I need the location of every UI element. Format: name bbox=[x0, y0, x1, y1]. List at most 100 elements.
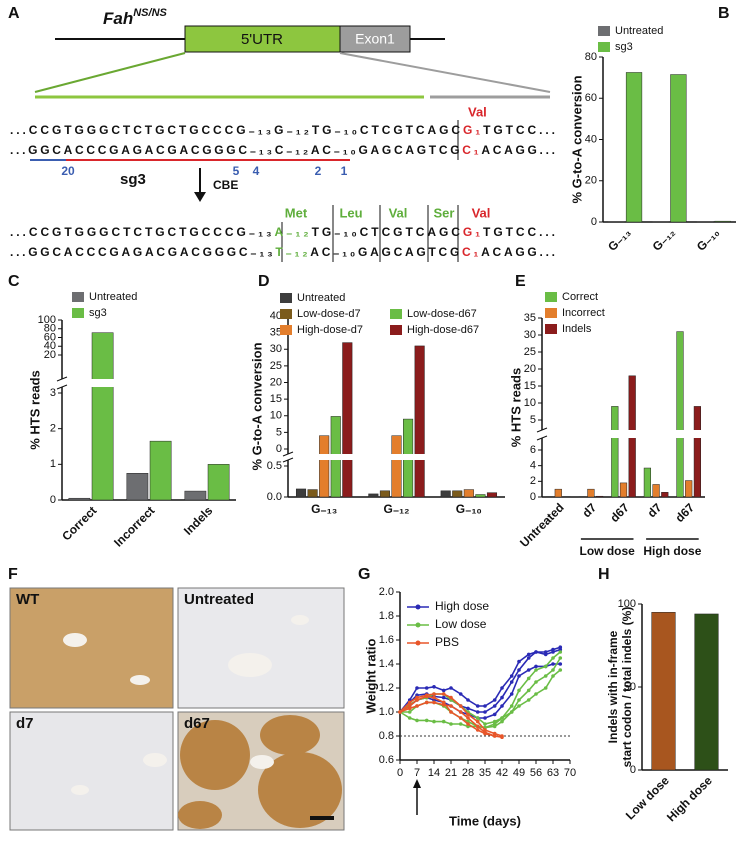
legend-swatch bbox=[72, 308, 84, 318]
y-tick-label: 1 bbox=[50, 458, 56, 470]
data-point bbox=[510, 704, 514, 708]
legend-swatch bbox=[545, 292, 557, 302]
y-tick-label: 0.0 bbox=[267, 491, 282, 503]
legend-label: Incorrect bbox=[562, 307, 605, 319]
bar bbox=[415, 346, 425, 497]
y-tick-label: 40 bbox=[585, 133, 597, 145]
data-point bbox=[459, 710, 463, 714]
amino-acid: Ser bbox=[434, 205, 455, 220]
x-tick-label: Untreated bbox=[517, 500, 567, 550]
panel-label: E bbox=[515, 273, 526, 290]
x-tick-label: 21 bbox=[445, 767, 457, 779]
bar bbox=[308, 490, 318, 497]
legend-label: Untreated bbox=[615, 25, 663, 37]
data-point bbox=[527, 698, 531, 702]
y-tick-label: 20 bbox=[524, 363, 536, 375]
bar bbox=[588, 489, 595, 497]
data-point bbox=[442, 689, 446, 693]
sequence-segment: T₋₁₂ bbox=[275, 245, 307, 259]
data-point bbox=[510, 710, 514, 714]
axis-break bbox=[56, 379, 236, 387]
data-point bbox=[500, 704, 504, 708]
data-point bbox=[493, 734, 497, 738]
x-tick-label: G₋₁₀ bbox=[456, 502, 482, 516]
panel-label: H bbox=[598, 566, 610, 583]
x-tick-label: d7 bbox=[579, 500, 599, 520]
legend-swatch bbox=[280, 309, 292, 319]
x-tick-label: 49 bbox=[513, 767, 525, 779]
y-tick-label: 80 bbox=[585, 51, 597, 63]
x-tick-label: d67 bbox=[673, 500, 698, 525]
bar bbox=[369, 494, 379, 497]
position-number: 1 bbox=[341, 164, 348, 178]
position-number: 20 bbox=[61, 164, 75, 178]
y-tick-label: 0 bbox=[50, 494, 56, 506]
x-tick-label: 63 bbox=[547, 767, 559, 779]
y-tick-label: 100 bbox=[38, 314, 56, 326]
bar bbox=[441, 491, 451, 497]
bar bbox=[150, 441, 171, 500]
data-point bbox=[425, 701, 429, 705]
data-point bbox=[517, 668, 521, 672]
sequence-segment: C₁ bbox=[462, 143, 478, 157]
bar bbox=[596, 496, 603, 497]
y-axis-label: start codon / total indels (%) bbox=[620, 607, 634, 768]
data-point bbox=[442, 696, 446, 700]
sequence-segment: ...CCGTGGGCTCTGCTGCCCG₋₁₃ bbox=[10, 225, 272, 239]
data-point bbox=[500, 696, 504, 700]
scale-bar bbox=[310, 816, 334, 820]
micrograph bbox=[10, 712, 173, 830]
series-line bbox=[400, 647, 560, 712]
data-point bbox=[527, 677, 531, 681]
data-point bbox=[425, 686, 429, 690]
legend-marker bbox=[416, 605, 421, 610]
data-point bbox=[551, 662, 555, 666]
y-tick-label: 2 bbox=[50, 423, 56, 435]
legend-label: sg3 bbox=[615, 41, 633, 53]
x-tick-label: G₋₁₂ bbox=[650, 225, 678, 253]
bar bbox=[343, 343, 353, 497]
data-point bbox=[415, 704, 419, 708]
y-tick-label: 0 bbox=[276, 443, 282, 455]
axis-break bbox=[536, 430, 705, 438]
y-tick-label: 20 bbox=[270, 376, 282, 388]
gene-name: Fah bbox=[103, 9, 133, 28]
x-tick-label: 70 bbox=[564, 767, 576, 779]
data-point bbox=[449, 696, 453, 700]
bar bbox=[652, 612, 676, 770]
bar bbox=[695, 614, 719, 770]
micrograph-label: Untreated bbox=[184, 591, 254, 608]
data-point bbox=[432, 696, 436, 700]
x-tick-label: 0 bbox=[397, 767, 403, 779]
bar bbox=[392, 436, 402, 497]
legend-label: Indels bbox=[562, 323, 592, 335]
data-point bbox=[459, 692, 463, 696]
data-point bbox=[483, 722, 487, 726]
y-tick-label: 1.6 bbox=[379, 634, 394, 646]
bar bbox=[69, 498, 90, 500]
y-tick-label: 5 bbox=[276, 426, 282, 438]
x-tick-label: Incorrect bbox=[111, 503, 157, 549]
panel-label: D bbox=[258, 273, 270, 290]
group-label: Low dose bbox=[580, 544, 636, 558]
data-point bbox=[408, 716, 412, 720]
data-point bbox=[527, 668, 531, 672]
y-tick-label: 4 bbox=[530, 460, 536, 472]
series-line bbox=[400, 696, 495, 736]
data-point bbox=[527, 689, 531, 693]
data-point bbox=[459, 716, 463, 720]
panel-label: B bbox=[718, 5, 730, 22]
legend-swatch bbox=[390, 325, 402, 335]
data-point bbox=[449, 722, 453, 726]
y-tick-label: 0 bbox=[591, 216, 597, 228]
bar bbox=[644, 468, 651, 497]
data-point bbox=[544, 653, 548, 657]
data-point bbox=[527, 653, 531, 657]
legend-label: High-dose-d67 bbox=[407, 324, 479, 336]
data-point bbox=[408, 710, 412, 714]
legend-label: Low dose bbox=[435, 617, 487, 631]
data-point bbox=[510, 680, 514, 684]
bar bbox=[677, 332, 684, 497]
